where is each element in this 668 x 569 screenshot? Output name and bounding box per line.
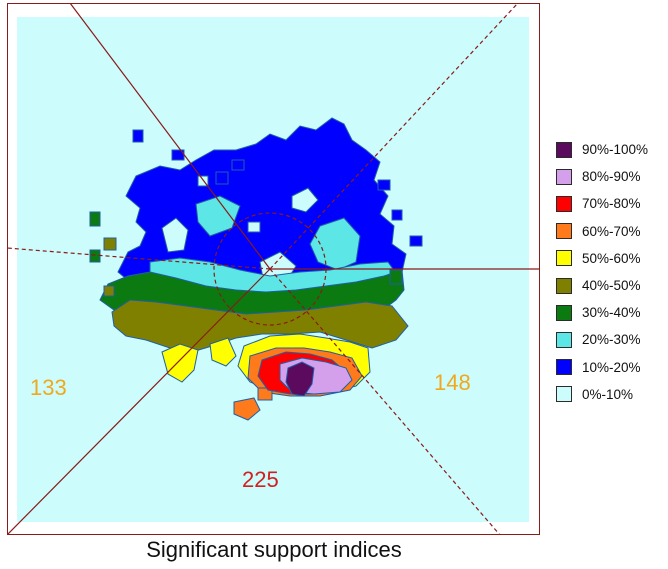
center-circle (213, 212, 327, 326)
legend-item: 80%-90% (556, 163, 648, 190)
legend-swatch (556, 304, 572, 321)
legend-label: 40%-50% (582, 278, 641, 294)
legend-label: 10%-20% (582, 359, 641, 375)
legend-item: 0%-10% (556, 381, 648, 408)
legend-label: 80%-90% (582, 169, 641, 185)
legend-label: 20%-30% (582, 332, 641, 348)
legend: 90%-100% 80%-90% 70%-80% 60%-70% 50%-60% 40%-… (556, 136, 648, 408)
sector-lines (7, 3, 540, 535)
legend-swatch (556, 386, 572, 403)
legend-label: 70%-80% (582, 196, 641, 212)
legend-item: 20%-30% (556, 326, 648, 353)
legend-swatch (556, 195, 572, 212)
legend-item: 50%-60% (556, 245, 648, 272)
legend-item: 90%-100% (556, 136, 648, 163)
legend-swatch (556, 359, 572, 376)
sector-label-right: 148 (434, 370, 471, 395)
divider-dashed-bottom-right (269, 268, 501, 535)
legend-swatch (556, 168, 572, 185)
legend-label: 90%-100% (582, 142, 649, 158)
legend-swatch (556, 250, 572, 267)
legend-item: 70%-80% (556, 190, 648, 217)
sector-label-bottom: 225 (242, 467, 279, 492)
legend-item: 10%-20% (556, 354, 648, 381)
legend-label: 30%-40% (582, 305, 641, 321)
divider-solid-bottom-left (7, 268, 271, 535)
legend-item: 40%-50% (556, 272, 648, 299)
legend-item: 30%-40% (556, 299, 648, 326)
legend-swatch (556, 223, 572, 240)
divider-dashed-left (7, 247, 271, 270)
legend-label: 0%-10% (582, 386, 634, 402)
legend-label: 50%-60% (582, 250, 641, 266)
sector-label-left: 133 (30, 375, 67, 400)
plot-frame (7, 3, 540, 535)
region-90-100 (285, 361, 315, 397)
legend-swatch (556, 331, 572, 348)
caption: Significant support indices (146, 537, 402, 562)
divider-dashed-top-right (269, 3, 519, 270)
legend-item: 60%-70% (556, 218, 648, 245)
legend-label: 60%-70% (582, 223, 641, 239)
legend-swatch (556, 277, 572, 294)
legend-swatch (556, 141, 572, 158)
